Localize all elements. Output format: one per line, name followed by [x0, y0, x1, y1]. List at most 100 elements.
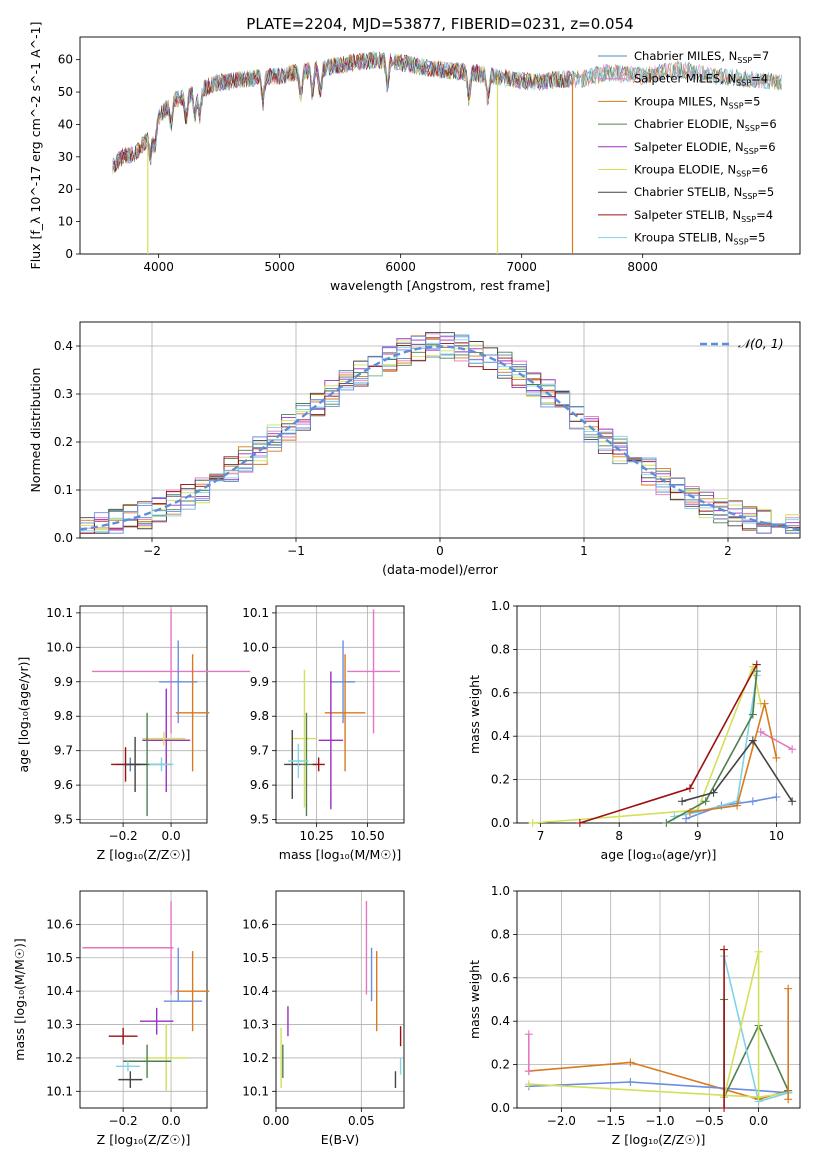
y-tick-label: 10.0 [46, 640, 73, 654]
x-tick-label: −1.5 [596, 1114, 625, 1128]
mass-vs-metallicity-panel: −0.2 0.0 10.1 10.2 10.3 10.4 10.5 10.6 Z [log₁₀(… [12, 890, 210, 1147]
y-tick-label: 0.4 [54, 339, 73, 353]
legend-entry: Chabrier MILES, NSSP=7 [634, 49, 769, 65]
x-tick-label: −0.5 [695, 1114, 724, 1128]
y-tick-label: 10.3 [242, 1018, 269, 1032]
x-tick-label: 7000 [506, 260, 537, 274]
y-tick-label: 10.6 [242, 917, 269, 931]
histogram-series [80, 335, 800, 534]
spectrum-line [112, 50, 782, 171]
x-tick-label: −1 [287, 544, 305, 558]
y-axis-label: mass [log₁₀(M/M☉)] [12, 938, 27, 1060]
x-axis-label: Z [log₁₀(Z/Z☉)] [97, 847, 191, 862]
massweight-vs-metallicity-panel: −2.0 −1.5 −1.0 −0.5 0.0 0.0 0.2 0.4 0.6 0.8 1.0 Z [… [467, 884, 801, 1147]
figure-title: PLATE=2204, MJD=53877, FIBERID=0231, z=0… [246, 15, 633, 33]
x-tick-label: −1.0 [645, 1114, 674, 1128]
spectrum-legend: Chabrier MILES, NSSP=7 Salpeter MILES, NS… [598, 49, 777, 247]
x-axis-label: E(B-V) [321, 1132, 360, 1147]
y-tick-label: 0.4 [491, 729, 510, 743]
y-tick-label: 10.4 [46, 984, 73, 998]
gaussian-curve [79, 345, 801, 531]
spectrum-line [112, 51, 573, 175]
y-tick-label: 0.0 [54, 531, 73, 545]
y-tick-label: 40 [58, 117, 73, 131]
y-tick-label: 9.9 [250, 675, 269, 689]
y-tick-label: 10.4 [242, 984, 269, 998]
plot-frame [79, 36, 801, 255]
y-tick-label: 0.0 [491, 816, 510, 830]
legend-entry: Salpeter STELIB, NSSP=4 [634, 208, 773, 224]
x-tick-label: 0.0 [162, 829, 181, 843]
massweight-line [528, 1081, 789, 1094]
y-tick-label: 9.5 [54, 813, 73, 827]
y-axis-label: mass weight [467, 960, 482, 1039]
y-tick-label: 1.0 [491, 884, 510, 898]
massweight-line [681, 739, 793, 803]
legend-entry: Salpeter MILES, NSSP=4 [634, 72, 768, 88]
massweight-line [579, 664, 758, 824]
x-tick-label: 0.0 [749, 1114, 768, 1128]
y-tick-label: 60 [58, 53, 73, 67]
y-tick-label: 10.5 [46, 951, 73, 965]
age-vs-metallicity-panel: −0.2 0.0 9.5 9.6 9.7 9.8 9.9 10.0 10.1 Z [log₁₀(Z… [16, 605, 251, 862]
x-tick-label: 10 [769, 829, 784, 843]
x-tick-label: −2.0 [547, 1114, 576, 1128]
y-tick-label: 10.6 [46, 917, 73, 931]
age-vs-mass-panel: 10.25 10.50 9.5 9.6 9.7 9.8 9.9 10.0 10.1 mass [l… [242, 605, 405, 862]
y-tick-label: 9.8 [250, 709, 269, 723]
y-tick-label: 9.6 [54, 778, 73, 792]
y-tick-label: 9.7 [250, 744, 269, 758]
y-tick-label: 10.3 [46, 1018, 73, 1032]
legend-entry: 𝒩(0, 1) [738, 336, 784, 351]
plot-frame [516, 890, 801, 1109]
x-axis-label: Z [log₁₀(Z/Z☉)] [612, 1132, 706, 1147]
y-axis-label: Flux [f_λ 10^-17 erg cm^-2 s^-1 A^-1] [28, 22, 43, 270]
x-tick-label: 0.0 [162, 1114, 181, 1128]
y-tick-label: 0.0 [491, 1101, 510, 1115]
x-tick-label: 10.25 [299, 829, 333, 843]
plot-frame [516, 605, 801, 824]
x-tick-label: 4000 [143, 260, 174, 274]
y-tick-label: 30 [58, 150, 73, 164]
massweight-line [674, 675, 758, 818]
x-tick-label: 1 [580, 544, 588, 558]
y-tick-label: 0.6 [491, 686, 510, 700]
plot-frame [275, 890, 405, 1109]
y-tick-label: 10.1 [242, 606, 269, 620]
legend-entry: Kroupa STELIB, NSSP=5 [634, 231, 765, 247]
y-axis-label: Normed distribution [28, 368, 43, 493]
x-tick-label: 6000 [385, 260, 416, 274]
massweight-line [689, 703, 778, 813]
x-tick-label: −0.2 [109, 829, 138, 843]
x-tick-label: 8000 [627, 260, 658, 274]
legend-entry: Kroupa ELODIE, NSSP=6 [634, 163, 768, 179]
x-tick-label: 5000 [264, 260, 295, 274]
x-axis-label: (data-model)/error [382, 562, 499, 577]
legend-entry: Salpeter ELODIE, NSSP=6 [634, 140, 776, 156]
y-axis-label: age [log₁₀(age/yr)] [16, 657, 31, 773]
legend-entry: Chabrier STELIB, NSSP=5 [634, 185, 774, 201]
spectrum-line [112, 51, 573, 173]
massweight-vs-age-panel: 7 8 9 10 0.0 0.2 0.4 0.6 0.8 1.0 age [log₁₀(age/yr… [467, 599, 801, 862]
x-tick-label: 9 [694, 829, 702, 843]
y-tick-label: 10 [58, 215, 73, 229]
legend-entry: Kroupa MILES, NSSP=5 [634, 94, 760, 110]
mass-vs-ebv-panel: 0.00 0.05 10.1 10.2 10.3 10.4 10.5 10.6 E(B-V) [242, 890, 405, 1147]
x-tick-label: 7 [537, 829, 545, 843]
y-tick-label: 0.3 [54, 387, 73, 401]
y-tick-label: 10.0 [242, 640, 269, 654]
x-tick-label: 0.00 [263, 1114, 290, 1128]
y-tick-label: 1.0 [491, 599, 510, 613]
x-tick-label: 0.05 [348, 1114, 375, 1128]
massweight-line [685, 796, 777, 820]
x-axis-label: mass [log₁₀(M/M☉)] [279, 847, 401, 862]
y-tick-label: 9.6 [250, 778, 269, 792]
histogram-series [80, 331, 800, 534]
x-tick-label: −2 [143, 544, 161, 558]
y-tick-label: 20 [58, 182, 73, 196]
histogram-series [80, 333, 800, 531]
massweight-line [532, 664, 762, 824]
x-tick-label: 10.50 [350, 829, 384, 843]
spectrum-panel: 4000 5000 6000 7000 8000 0 10 20 30 40 50 60 wavelen… [28, 22, 801, 293]
